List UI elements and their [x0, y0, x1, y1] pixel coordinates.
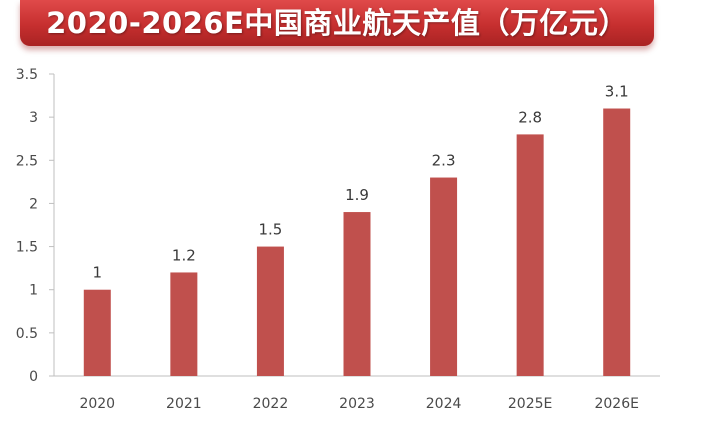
x-axis: 2020 2021 2022 2023 2024 2025E 2026E [54, 375, 660, 412]
y-tick-label: 2.5 [16, 153, 38, 169]
y-tick-label: 0 [29, 369, 38, 385]
data-label-2022: 1.5 [258, 221, 282, 239]
chart-title: 2020-2026E中国商业航天产值（万亿元） [46, 6, 628, 40]
x-tick-label-2025E: 2025E [508, 396, 552, 412]
y-tick-label: 3.5 [16, 67, 38, 83]
data-label-2026E: 3.1 [605, 83, 629, 101]
data-label-2020: 1 [93, 264, 103, 282]
bar-2023 [343, 212, 371, 376]
bar-2025E [516, 134, 544, 376]
bar-2026E [603, 108, 631, 376]
y-tick-label: 1.5 [16, 240, 38, 256]
y-tick-label: 2 [29, 196, 38, 212]
bar-2022 [256, 246, 284, 376]
bars [83, 108, 631, 376]
y-tick-label: 3 [29, 110, 38, 126]
title-banner: 2020-2026E中国商业航天产值（万亿元） [20, 0, 654, 46]
x-tick-label-2022: 2022 [253, 396, 289, 412]
y-tick-label: 1 [29, 283, 38, 299]
bar-2024 [430, 177, 458, 376]
x-tick-label-2026E: 2026E [594, 396, 638, 412]
x-tick-label-2020: 2020 [79, 396, 115, 412]
x-tick-label-2024: 2024 [426, 396, 462, 412]
y-axis: 0 0.5 1 1.5 2 2.5 3 3.5 [16, 67, 55, 385]
data-label-2023: 1.9 [345, 186, 369, 204]
bar-2020 [83, 289, 111, 376]
y-tick-label: 0.5 [16, 326, 38, 342]
data-label-2025E: 2.8 [518, 108, 542, 126]
bar-2021 [170, 272, 198, 376]
x-tick-label-2021: 2021 [166, 396, 202, 412]
data-label-2024: 2.3 [432, 152, 456, 170]
x-tick-label-2023: 2023 [339, 396, 375, 412]
data-label-2021: 1.2 [172, 246, 196, 264]
data-labels: 1 1.2 1.5 1.9 2.3 2.8 3.1 [93, 83, 629, 282]
